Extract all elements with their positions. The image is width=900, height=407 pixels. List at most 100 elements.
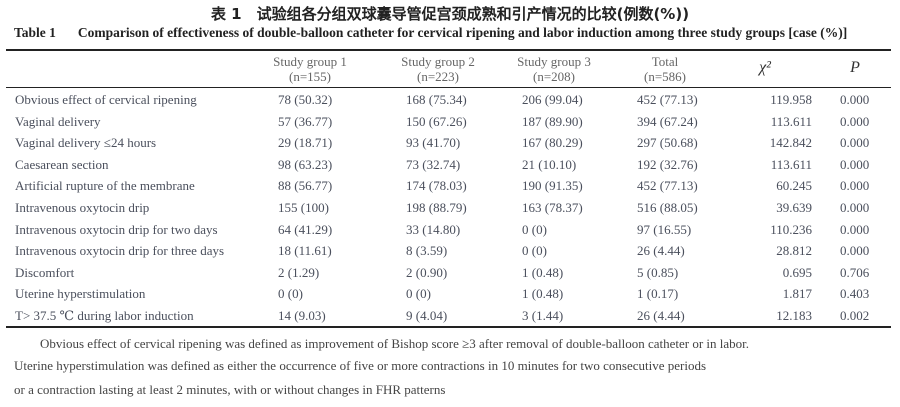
table-cell: 57 (36.77) — [278, 113, 333, 129]
footnote-1: Obvious effect of cervical ripening was … — [14, 336, 750, 351]
column-header: Total (n=586) — [610, 54, 720, 84]
table-cell: 0.000 — [840, 200, 870, 215]
table-cell: 26 (4.44) — [637, 308, 685, 323]
table-cell: 0 (0) — [406, 286, 431, 302]
table-cell: 39.639 — [776, 200, 812, 215]
table-cell: 187 (89.90) — [522, 113, 583, 129]
table-cell: 452 (77.13) — [637, 92, 698, 107]
table-cell: 0 (0) — [522, 221, 547, 237]
column-header-label: Total — [651, 54, 679, 69]
table-cell: 297 (50.68) — [637, 135, 698, 151]
table-cell: 0.000 — [840, 178, 870, 194]
table-cell: 2 (0.90) — [406, 264, 448, 280]
table-cell: 78 (50.32) — [278, 92, 333, 107]
footnote-2: Uterine hyperstimulation was defined as … — [14, 358, 707, 373]
table-cell: 9 (4.04) — [406, 308, 448, 323]
table-cell: 28.812 — [776, 243, 812, 259]
column-header: χ² — [745, 59, 785, 76]
table-cell: 163 (78.37) — [522, 200, 583, 215]
table-cell: 97 (16.55) — [637, 221, 692, 237]
table-cell: 167 (80.29) — [522, 135, 583, 151]
table-cell: 190 (91.35) — [522, 178, 583, 194]
table-cell: 516 (88.05) — [637, 200, 698, 215]
table-cell: 168 (75.34) — [406, 92, 467, 107]
column-header-n: (n=586) — [644, 69, 686, 84]
table-cell: 14 (9.03) — [278, 308, 326, 323]
table-cell: 21 (10.10) — [522, 156, 577, 172]
column-header-n: (n=223) — [417, 69, 459, 84]
table-cell: 60.245 — [776, 178, 812, 194]
table-title-english: Table 1 Comparison of effectiveness of do… — [14, 25, 847, 41]
table-cell: 0.000 — [840, 135, 870, 151]
table-cell: 0.000 — [840, 243, 870, 259]
column-header: Study group 1 (n=155) — [250, 54, 370, 84]
table-cell: 93 (41.70) — [406, 135, 461, 151]
table-cell: 198 (88.79) — [406, 200, 467, 215]
table-cell: Intravenous oxytocin drip — [15, 200, 150, 215]
table-row: Intravenous oxytocin drip 155 (100) 198 (8… — [0, 197, 900, 218]
table-cell: 33 (14.80) — [406, 221, 461, 237]
bottom-rule — [6, 326, 891, 328]
table-cell: 394 (67.24) — [637, 113, 698, 129]
table-row: Intravenous oxytocin drip for three days… — [0, 240, 900, 261]
table-cell: 0.000 — [840, 113, 870, 129]
column-header-label: Study group 1 — [273, 54, 347, 69]
table-cell: Artificial rupture of the membrane — [15, 178, 195, 194]
table-cell: 110.236 — [770, 221, 812, 237]
table-cell: 88 (56.77) — [278, 178, 333, 194]
table-cell: Discomfort — [15, 264, 75, 280]
table-row: Artificial rupture of the membrane 88 (56… — [0, 175, 900, 196]
table-cell: 0 (0) — [522, 243, 547, 259]
table-cell: 0.000 — [840, 92, 870, 107]
column-header: Study group 3 (n=208) — [494, 54, 614, 84]
table-row: Intravenous oxytocin drip for two days 64… — [0, 219, 900, 240]
footnote-3: or a contraction lasting at least 2 minu… — [14, 382, 446, 397]
column-header-label: χ² — [759, 59, 771, 76]
column-header-n: (n=155) — [289, 69, 331, 84]
table-cell: 0.002 — [840, 308, 870, 323]
table-cell: 12.183 — [776, 308, 812, 323]
table-cell: Vaginal delivery ≤24 hours — [15, 135, 157, 151]
table-cell: 26 (4.44) — [637, 243, 685, 259]
table-cell: 73 (32.74) — [406, 156, 461, 172]
table-row: Discomfort 2 (1.29) 2 (0.90) 1 (0.48) 5 (0.8… — [0, 262, 900, 283]
table-cell: 174 (78.03) — [406, 178, 467, 194]
table-cell: 0.000 — [840, 156, 870, 172]
table-caption: Comparison of effectiveness of double-ba… — [77, 25, 848, 40]
table-cell: 192 (32.76) — [637, 156, 698, 172]
column-header-label: P — [850, 59, 860, 76]
table-cell: 155 (100) — [278, 200, 329, 215]
table-row: Caesarean section 98 (63.23) 73 (32.74) 21 … — [0, 154, 900, 175]
column-header: Study group 2 (n=223) — [378, 54, 498, 84]
table-title-chinese: 表 1 试验组各分组双球囊导管促宫颈成熟和引产情况的比较(例数(%)) — [210, 5, 690, 23]
table-cell: 64 (41.29) — [278, 221, 333, 237]
table-cell: 3 (1.44) — [522, 308, 564, 323]
table-cell: 1 (0.48) — [522, 264, 564, 280]
table-cell: 142.842 — [769, 135, 812, 151]
table-row: Obvious effect of cervical ripening 78 (5… — [0, 89, 900, 110]
table-cell: Intravenous oxytocin drip for three days — [15, 243, 225, 259]
header-rule — [6, 87, 891, 88]
table-label: Table 1 — [14, 25, 56, 40]
column-header-n: (n=208) — [533, 69, 575, 84]
table-cell: 5 (0.85) — [637, 264, 679, 280]
table-cell: 18 (11.61) — [278, 243, 332, 259]
table-cell: Uterine hyperstimulation — [15, 286, 146, 302]
table-cell: 150 (67.26) — [406, 113, 467, 129]
table-cell: 98 (63.23) — [278, 156, 333, 172]
table-row: Vaginal delivery 57 (36.77) 150 (67.26) 187… — [0, 111, 900, 132]
table-cell: Intravenous oxytocin drip for two days — [15, 221, 218, 237]
table-row: Vaginal delivery ≤24 hours 29 (18.71) 93 (… — [0, 132, 900, 153]
table-cell: 1.817 — [782, 286, 812, 302]
table-cell: 29 (18.71) — [278, 135, 333, 151]
table-cell: T> 37.5 ℃ during labor induction — [15, 308, 194, 323]
table-row: Uterine hyperstimulation 0 (0) 0 (0) 1 (0.4… — [0, 283, 900, 304]
table-cell: 1 (0.17) — [637, 286, 679, 302]
table-cell: 0 (0) — [278, 286, 303, 302]
table-row: T> 37.5 ℃ during labor induction 14 (9.03… — [0, 305, 900, 326]
table-cell: 0.695 — [782, 264, 812, 280]
table-cell: 1 (0.48) — [522, 286, 564, 302]
column-header: P — [835, 59, 875, 76]
table-cell: 8 (3.59) — [406, 243, 448, 259]
table-cell: 119.958 — [770, 92, 812, 107]
